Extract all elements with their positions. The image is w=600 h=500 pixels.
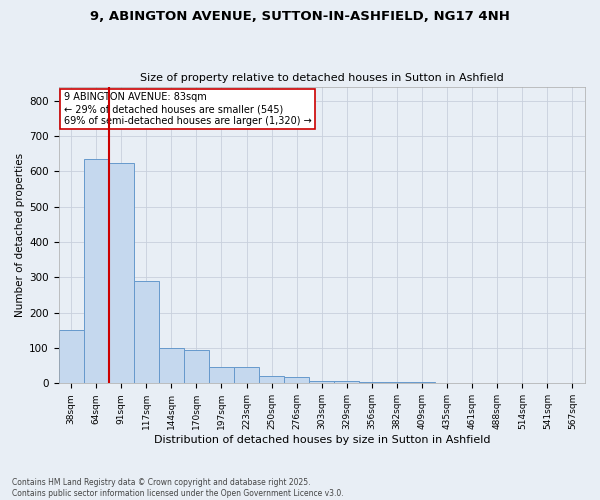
Bar bbox=[410, 382, 434, 384]
Text: 9 ABINGTON AVENUE: 83sqm
← 29% of detached houses are smaller (545)
69% of semi-: 9 ABINGTON AVENUE: 83sqm ← 29% of detach… bbox=[64, 92, 311, 126]
Bar bbox=[184, 350, 209, 384]
Bar bbox=[59, 330, 83, 384]
Bar bbox=[334, 380, 359, 384]
Bar bbox=[159, 348, 184, 384]
Bar bbox=[259, 376, 284, 384]
Bar bbox=[309, 380, 334, 384]
Bar bbox=[385, 382, 410, 384]
Bar bbox=[209, 368, 234, 384]
Bar bbox=[460, 382, 485, 384]
X-axis label: Distribution of detached houses by size in Sutton in Ashfield: Distribution of detached houses by size … bbox=[154, 435, 490, 445]
Text: 9, ABINGTON AVENUE, SUTTON-IN-ASHFIELD, NG17 4NH: 9, ABINGTON AVENUE, SUTTON-IN-ASHFIELD, … bbox=[90, 10, 510, 23]
Bar bbox=[359, 382, 385, 384]
Title: Size of property relative to detached houses in Sutton in Ashfield: Size of property relative to detached ho… bbox=[140, 73, 503, 83]
Bar bbox=[434, 382, 460, 384]
Text: Contains HM Land Registry data © Crown copyright and database right 2025.
Contai: Contains HM Land Registry data © Crown c… bbox=[12, 478, 344, 498]
Bar bbox=[234, 368, 259, 384]
Bar bbox=[510, 382, 535, 384]
Bar bbox=[134, 281, 159, 384]
Bar bbox=[83, 159, 109, 384]
Bar bbox=[109, 162, 134, 384]
Bar bbox=[560, 382, 585, 384]
Y-axis label: Number of detached properties: Number of detached properties bbox=[15, 153, 25, 317]
Bar bbox=[284, 377, 309, 384]
